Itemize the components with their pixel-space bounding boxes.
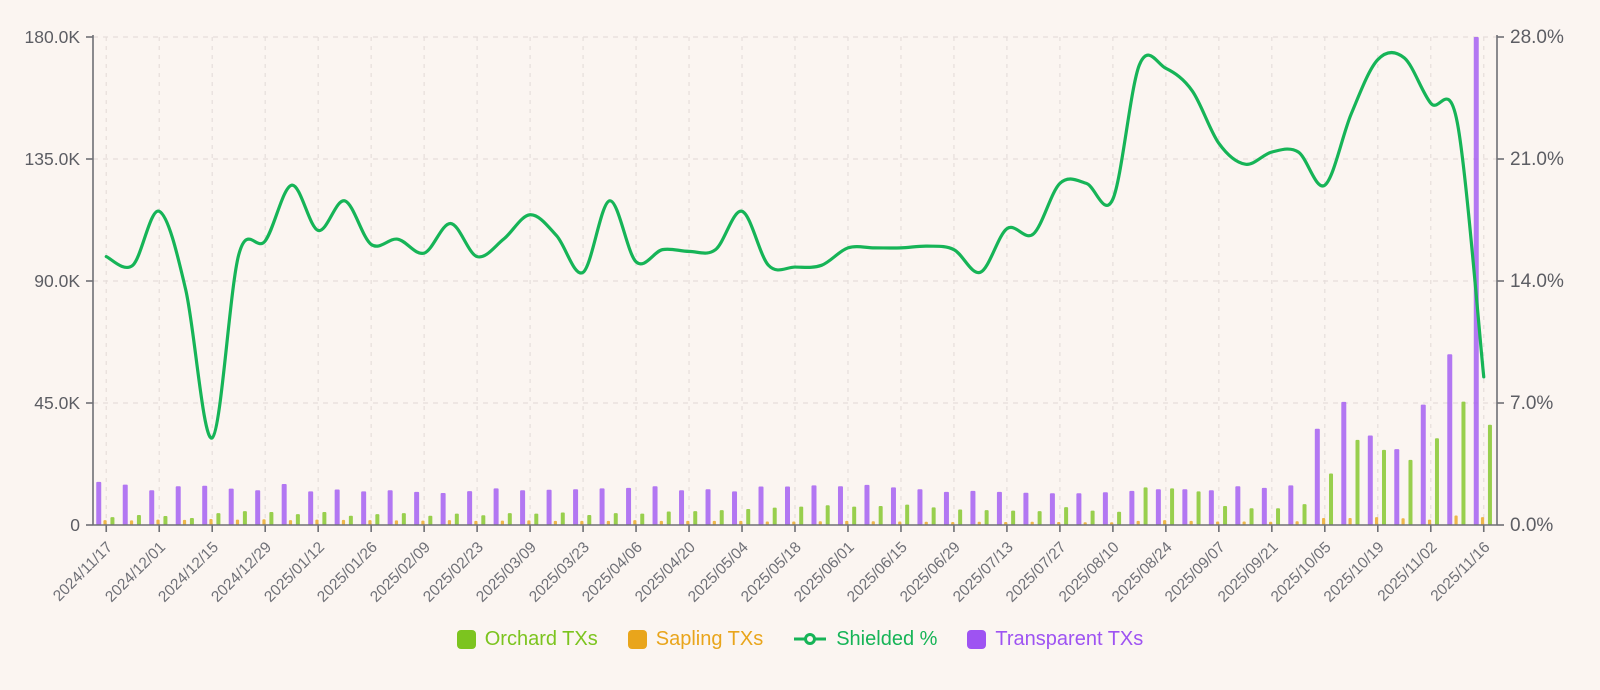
legend-item-orchard[interactable]: Orchard TXs	[456, 628, 598, 650]
svg-text:90.0K: 90.0K	[34, 271, 80, 291]
transparent-swatch-icon	[967, 629, 987, 649]
legend: Orchard TXs Sapling TXs Shielded % Trans…	[0, 629, 1600, 649]
svg-text:0.0%: 0.0%	[1510, 515, 1553, 536]
legend-label-shielded: Shielded %	[836, 628, 938, 650]
orchard-swatch-icon	[456, 629, 476, 649]
transparent-txs-bars	[96, 37, 1479, 525]
orchard-txs-bars	[110, 401, 1492, 525]
svg-text:135.0K: 135.0K	[25, 149, 81, 169]
shielded-percent-line	[104, 50, 1486, 440]
legend-item-sapling[interactable]: Sapling TXs	[627, 628, 764, 650]
svg-text:14.0%: 14.0%	[1510, 271, 1564, 292]
x-axis-labels: 2024/11/172024/12/012024/12/152024/12/29…	[50, 539, 1494, 606]
svg-text:28.0%: 28.0%	[1510, 27, 1564, 48]
legend-label-sapling: Sapling TXs	[655, 628, 764, 650]
legend-item-shielded[interactable]: Shielded %	[793, 629, 937, 649]
sapling-swatch-icon	[627, 629, 647, 649]
svg-text:21.0%: 21.0%	[1510, 149, 1564, 170]
line-with-dot-icon	[793, 629, 827, 649]
legend-item-transparent[interactable]: Transparent TXs	[967, 629, 1143, 649]
svg-text:7.0%: 7.0%	[1510, 393, 1553, 414]
svg-text:0: 0	[70, 515, 80, 535]
svg-text:45.0K: 45.0K	[34, 393, 80, 413]
sapling-txs-bars	[103, 515, 1485, 525]
legend-label-transparent: Transparent TXs	[995, 628, 1144, 650]
axes	[86, 35, 1504, 532]
y-axis-right-labels: 0.0% 7.0% 14.0% 21.0% 28.0%	[1510, 27, 1564, 536]
svg-text:180.0K: 180.0K	[25, 27, 81, 47]
y-axis-left-labels: 0 45.0K 90.0K 135.0K 180.0K	[25, 27, 81, 535]
gridlines	[93, 36, 1497, 525]
legend-label-orchard: Orchard TXs	[484, 628, 598, 650]
